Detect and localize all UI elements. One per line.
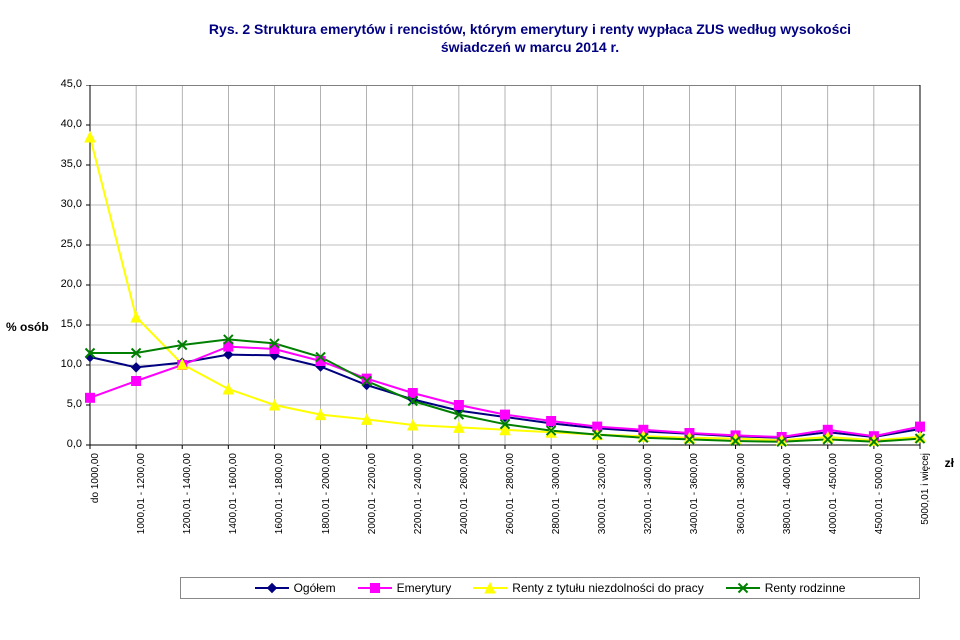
x-tick-label: 3800,01 - 4000,00 (782, 453, 793, 563)
x-tick-label: 3400,01 - 3600,00 (689, 453, 700, 563)
x-tick-label: 5000,01 i więcej (920, 453, 931, 563)
y-tick-label: 30,0 (44, 198, 82, 210)
x-tick-label: 4000,01 - 4500,00 (828, 453, 839, 563)
y-tick-label: 10,0 (44, 358, 82, 370)
legend-label: Renty z tytułu niezdolności do pracy (512, 581, 703, 595)
y-tick-label: 45,0 (44, 78, 82, 90)
y-tick-label: 15,0 (44, 318, 82, 330)
legend-label: Ogółem (294, 581, 336, 595)
y-tick-label: 35,0 (44, 158, 82, 170)
y-tick-label: 20,0 (44, 278, 82, 290)
legend-item-renty-niezd: Renty z tytułu niezdolności do pracy (473, 581, 703, 595)
x-tick-label: 1800,01 - 2000,00 (321, 453, 332, 563)
x-tick-label: 2800,01 - 3000,00 (551, 453, 562, 563)
x-tick-label: 3600,01 - 3800,00 (736, 453, 747, 563)
x-tick-label: 2000,01 - 2200,00 (367, 453, 378, 563)
x-tick-label: 4500,01 - 5000,00 (874, 453, 885, 563)
chart-area: % osób zł Ogółem Emerytury Renty z tytuł… (0, 85, 960, 605)
x-tick-label: 3200,01 - 3400,00 (643, 453, 654, 563)
x-tick-label: 2600,01 - 2800,00 (505, 453, 516, 563)
x-tick-label: 1400,01 - 1600,00 (228, 453, 239, 563)
legend: Ogółem Emerytury Renty z tytułu niezdoln… (180, 577, 920, 599)
x-tick-label: 1600,01 - 1800,00 (274, 453, 285, 563)
x-tick-label: do 1000,00 (90, 453, 101, 563)
legend-label: Emerytury (397, 581, 452, 595)
x-tick-label: 1200,01 - 1400,00 (182, 453, 193, 563)
legend-item-renty-rodz: Renty rodzinne (726, 581, 846, 595)
y-tick-label: 25,0 (44, 238, 82, 250)
legend-swatch-ogolem (255, 581, 289, 595)
legend-item-emerytury: Emerytury (358, 581, 452, 595)
legend-swatch-renty-rodz (726, 581, 760, 595)
x-tick-label: 3000,01 - 3200,00 (597, 453, 608, 563)
legend-label: Renty rodzinne (765, 581, 846, 595)
x-tick-label: 1000,01 - 1200,00 (136, 453, 147, 563)
legend-swatch-emerytury (358, 581, 392, 595)
x-tick-label: 2200,01 - 2400,00 (413, 453, 424, 563)
legend-item-ogolem: Ogółem (255, 581, 336, 595)
legend-swatch-renty-niezd (473, 581, 507, 595)
x-tick-label: 2400,01 - 2600,00 (459, 453, 470, 563)
y-tick-label: 0,0 (44, 438, 82, 450)
y-tick-label: 5,0 (44, 398, 82, 410)
y-tick-label: 40,0 (44, 118, 82, 130)
chart-title: Rys. 2 Struktura emerytów i rencistów, k… (180, 20, 880, 56)
